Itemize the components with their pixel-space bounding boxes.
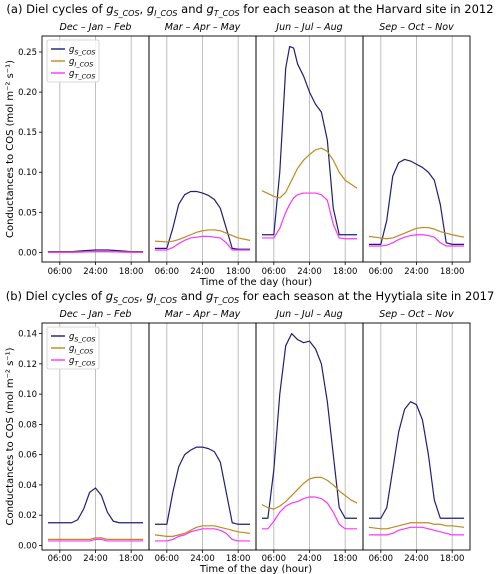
y-tick-label: 0.20 bbox=[18, 88, 37, 98]
season-panel: Mar – Apr – May 06:00 24:00 18:00 bbox=[148, 309, 257, 564]
legend-entry: gS_COS bbox=[69, 332, 96, 344]
y-tick-label: 0.05 bbox=[18, 208, 37, 218]
x-tick-label: 24:00 bbox=[83, 267, 108, 277]
y-tick-label: 0.04 bbox=[18, 481, 37, 491]
x-tick-label: 24:00 bbox=[404, 554, 429, 564]
x-tick-label: 06:00 bbox=[262, 554, 287, 564]
y-tick-label: 0.10 bbox=[18, 390, 37, 400]
x-tick-label: 18:00 bbox=[119, 267, 144, 277]
series-line-g-i-cos bbox=[368, 522, 465, 530]
chart-title: (a) Diel cycles of gS_COS, gI_COS and gT… bbox=[6, 2, 493, 18]
legend-entry: gT_COS bbox=[69, 69, 95, 81]
x-tick-label: 18:00 bbox=[119, 554, 144, 564]
chart-title: (b) Diel cycles of gS_COS, gI_COS and gT… bbox=[6, 289, 495, 305]
season-panel: Mar – Apr – May 06:00 24:00 18:00 bbox=[148, 22, 257, 277]
season-panel: Dec – Jan – Feb 06:00 24:00 18:00 bbox=[41, 309, 150, 564]
y-axis-label: Conductances to COS (mol m⁻² s⁻¹) bbox=[5, 347, 16, 525]
y-tick-label: 0.02 bbox=[18, 511, 37, 521]
season-title: Sep – Oct – Nov bbox=[379, 22, 454, 33]
legend-entry: gT_COS bbox=[69, 356, 95, 368]
season-panel: Sep – Oct – Nov 06:00 24:00 18:00 bbox=[362, 309, 471, 564]
season-title: Mar – Apr – May bbox=[165, 22, 241, 33]
y-tick-label: 0.08 bbox=[18, 420, 37, 430]
x-tick-label: 06:00 bbox=[369, 554, 394, 564]
y-tick-label: 0.15 bbox=[18, 128, 37, 138]
x-tick-label: 24:00 bbox=[297, 554, 322, 564]
x-tick-label: 18:00 bbox=[333, 554, 358, 564]
season-title: Jun – Jul – Aug bbox=[274, 309, 342, 320]
series-line-g-s-cos bbox=[154, 190, 251, 250]
x-tick-label: 24:00 bbox=[190, 554, 215, 564]
season-title: Sep – Oct – Nov bbox=[379, 309, 454, 320]
series-line-g-s-cos bbox=[368, 158, 465, 245]
series-line-g-s-cos bbox=[47, 487, 144, 524]
y-tick-label: 0.25 bbox=[18, 48, 37, 58]
legend-entry: gS_COS bbox=[69, 45, 96, 57]
y-tick-label: 0.12 bbox=[18, 360, 37, 370]
series-line-g-i-cos bbox=[47, 537, 144, 541]
series-line-g-s-cos bbox=[368, 401, 465, 519]
x-tick-label: 24:00 bbox=[297, 267, 322, 277]
y-tick-label: 0.10 bbox=[18, 168, 37, 178]
series-line-g-t-cos bbox=[368, 234, 465, 247]
season-panel: Jun – Jul – Aug 06:00 24:00 18:00 bbox=[255, 309, 364, 564]
x-tick-label: 18:00 bbox=[440, 554, 465, 564]
x-axis-label: Time of the day (hour) bbox=[199, 277, 312, 288]
series-line-g-t-cos bbox=[154, 528, 251, 542]
y-axis-label: Conductances to COS (mol m⁻² s⁻¹) bbox=[5, 60, 16, 238]
series-line-g-i-cos bbox=[261, 147, 358, 199]
series-line-g-t-cos bbox=[47, 250, 144, 253]
x-tick-label: 06:00 bbox=[369, 267, 394, 277]
season-title: Mar – Apr – May bbox=[165, 309, 241, 320]
legend-box bbox=[46, 39, 100, 83]
x-tick-label: 24:00 bbox=[83, 554, 108, 564]
series-line-g-i-cos bbox=[154, 525, 251, 537]
season-panel: Sep – Oct – Nov 06:00 24:00 18:00 bbox=[362, 22, 471, 277]
x-tick-label: 24:00 bbox=[404, 267, 429, 277]
x-tick-label: 06:00 bbox=[48, 267, 73, 277]
figure-panel-b: (b) Diel cycles of gS_COS, gI_COS and gT… bbox=[5, 289, 494, 574]
x-axis-label: Time of the day (hour) bbox=[199, 564, 312, 574]
series-line-g-t-cos bbox=[47, 538, 144, 542]
season-panel: Jun – Jul – Aug 06:00 24:00 18:00 bbox=[255, 22, 364, 277]
series-line-g-t-cos bbox=[368, 526, 465, 536]
y-tick-label: 0.06 bbox=[18, 451, 37, 461]
x-tick-label: 18:00 bbox=[440, 267, 465, 277]
y-tick-label: 0.00 bbox=[18, 541, 37, 551]
season-title: Dec – Jan – Feb bbox=[60, 309, 132, 320]
x-tick-label: 18:00 bbox=[333, 267, 358, 277]
legend-box bbox=[46, 326, 100, 370]
x-tick-label: 06:00 bbox=[155, 267, 180, 277]
series-line-g-i-cos bbox=[261, 476, 358, 510]
series-line-g-s-cos bbox=[261, 45, 358, 236]
x-tick-label: 18:00 bbox=[226, 554, 251, 564]
y-tick-label: 0.14 bbox=[18, 330, 37, 340]
x-tick-label: 24:00 bbox=[190, 267, 215, 277]
figure-panel-a: (a) Diel cycles of gS_COS, gI_COS and gT… bbox=[5, 2, 494, 288]
x-tick-label: 06:00 bbox=[155, 554, 180, 564]
series-line-g-i-cos bbox=[154, 229, 251, 243]
x-tick-label: 06:00 bbox=[48, 554, 73, 564]
season-title: Dec – Jan – Feb bbox=[60, 22, 132, 33]
series-line-g-t-cos bbox=[261, 192, 358, 240]
season-title: Jun – Jul – Aug bbox=[274, 22, 342, 33]
series-line-g-t-cos bbox=[261, 496, 358, 530]
y-tick-label: 0.00 bbox=[18, 248, 37, 258]
series-line-g-t-cos bbox=[154, 235, 251, 251]
series-line-g-s-cos bbox=[261, 332, 358, 519]
series-line-g-s-cos bbox=[154, 446, 251, 525]
x-tick-label: 06:00 bbox=[262, 267, 287, 277]
legend-entry: gI_COS bbox=[69, 344, 93, 356]
series-line-g-i-cos bbox=[368, 226, 465, 240]
x-tick-label: 18:00 bbox=[226, 267, 251, 277]
legend-entry: gI_COS bbox=[69, 57, 93, 69]
